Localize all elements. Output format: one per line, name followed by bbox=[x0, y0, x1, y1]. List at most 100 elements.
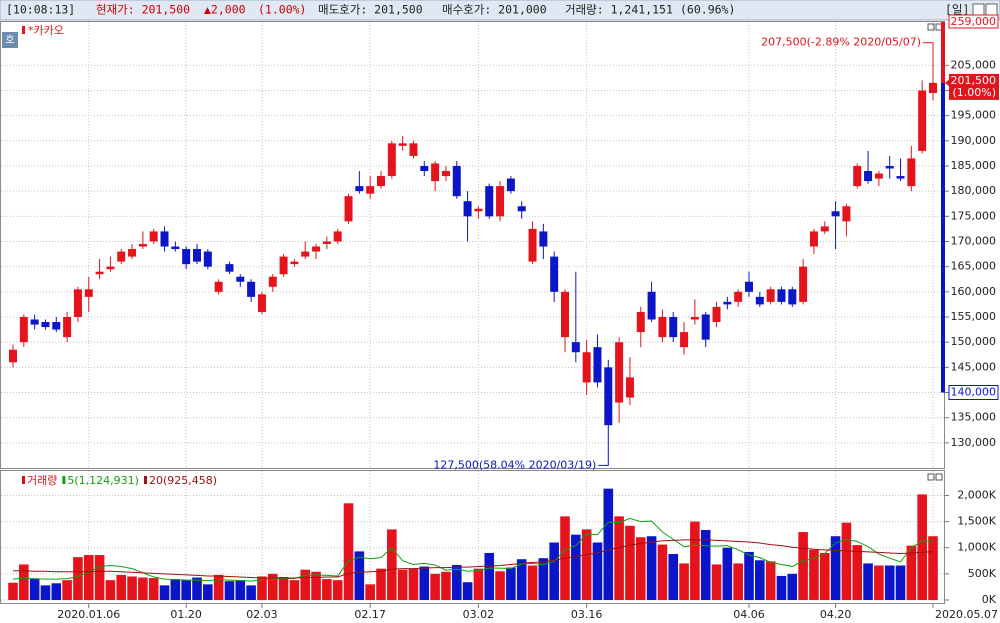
candle-body bbox=[517, 206, 526, 212]
candle-body bbox=[344, 196, 353, 222]
y-tick-label: 180,000 bbox=[951, 184, 997, 197]
candle-body bbox=[582, 352, 591, 383]
candle-body bbox=[929, 82, 937, 93]
candle-body bbox=[907, 158, 916, 187]
candle-body bbox=[63, 316, 72, 338]
side-tab[interactable] bbox=[2, 32, 18, 48]
volume-bar bbox=[755, 560, 765, 600]
candle-body bbox=[712, 306, 721, 323]
volume-bar bbox=[51, 583, 62, 600]
candle-body bbox=[474, 208, 483, 212]
candle-body bbox=[322, 241, 331, 244]
volume-bar bbox=[614, 516, 624, 600]
candle-body bbox=[506, 178, 515, 192]
candle-body bbox=[128, 249, 137, 257]
y-tick-label: 205,000 bbox=[951, 58, 997, 71]
candle-body bbox=[377, 176, 385, 187]
current-price-box bbox=[949, 73, 999, 100]
candle-body bbox=[680, 332, 689, 348]
volume-bar bbox=[19, 564, 29, 600]
y-tick-label: 145,000 bbox=[951, 360, 997, 373]
bid: 매수호가: 201,000 bbox=[442, 3, 547, 17]
volume-bar bbox=[884, 565, 895, 600]
volume-bar bbox=[690, 521, 700, 600]
volume-bar bbox=[841, 522, 852, 600]
volume-bar bbox=[322, 579, 332, 600]
ask: 매도호가: 201,500 bbox=[318, 3, 423, 17]
legend-swatch bbox=[22, 26, 25, 34]
candle-body bbox=[431, 163, 440, 182]
candle-body bbox=[268, 276, 277, 287]
y-tick-label: 155,000 bbox=[951, 310, 997, 323]
candle-body bbox=[366, 186, 375, 194]
y-tick-label: 0K bbox=[982, 593, 997, 606]
panel-button[interactable] bbox=[927, 473, 935, 481]
volume: 거래량: 1,241,151 bbox=[565, 3, 673, 17]
price-panel bbox=[0, 21, 945, 469]
volume-bar bbox=[906, 545, 917, 600]
volume-bar bbox=[397, 569, 408, 600]
current-price-marker bbox=[945, 77, 951, 88]
x-tick-label: 03.02 bbox=[463, 608, 495, 621]
range-low-bar bbox=[941, 82, 945, 393]
volume-bar bbox=[376, 568, 386, 600]
volume-bar bbox=[625, 525, 635, 600]
volume-bar bbox=[711, 564, 722, 600]
candle-body bbox=[225, 264, 234, 272]
candle-body bbox=[106, 266, 115, 270]
candle-body bbox=[625, 377, 634, 398]
volume-pct: (60.96%) bbox=[680, 3, 735, 17]
candle-body bbox=[409, 143, 418, 156]
volume-bar bbox=[289, 580, 300, 600]
y-tick-label: 2,000K bbox=[957, 488, 996, 501]
header: [10:08:13] 현재가: 201,500 ▲2,000 (1.00%) 매… bbox=[6, 3, 969, 17]
close-button[interactable] bbox=[985, 3, 998, 16]
candle-body bbox=[539, 231, 548, 247]
candle-body bbox=[766, 289, 775, 302]
side-tab-label: 호 bbox=[5, 34, 14, 46]
candle-body bbox=[734, 291, 743, 302]
volume-bar bbox=[159, 585, 170, 600]
volume-bar bbox=[83, 555, 94, 600]
volume-bar bbox=[116, 574, 127, 600]
annotation: 207,500(-2.89% 2020/05/07) bbox=[761, 36, 921, 49]
legend-label: 20(925,458) bbox=[149, 474, 217, 487]
volume-bar bbox=[148, 578, 159, 600]
legend-swatch bbox=[62, 476, 66, 484]
panel-button[interactable] bbox=[927, 23, 935, 31]
candle-body bbox=[745, 281, 753, 292]
candle-body bbox=[571, 342, 580, 353]
candle-body bbox=[312, 246, 321, 252]
candle-body bbox=[874, 173, 883, 179]
volume-bar bbox=[765, 561, 776, 600]
candle-body bbox=[896, 176, 905, 179]
volume-bar bbox=[430, 573, 440, 600]
candle-body bbox=[193, 249, 201, 262]
panel-button[interactable] bbox=[935, 473, 943, 481]
candle-body bbox=[842, 206, 851, 222]
candle-body bbox=[214, 281, 223, 292]
candle-body bbox=[301, 251, 310, 257]
y-tick-label: 190,000 bbox=[951, 134, 997, 147]
volume-bar bbox=[798, 532, 808, 600]
candle-body bbox=[398, 143, 407, 146]
volume-bar bbox=[668, 554, 679, 600]
legend-label: 5(1,124,931) bbox=[67, 474, 139, 487]
volume-bar bbox=[408, 568, 419, 600]
candle-body bbox=[257, 294, 266, 312]
candle-body bbox=[441, 171, 450, 177]
volume-bar bbox=[830, 536, 841, 600]
y-tick-label: 195,000 bbox=[951, 109, 997, 122]
period[interactable]: [일] bbox=[945, 3, 969, 17]
volume-bar bbox=[874, 565, 884, 600]
candle-body bbox=[117, 251, 126, 262]
candle-body bbox=[561, 291, 569, 338]
candle-body bbox=[52, 322, 61, 330]
volume-bar bbox=[895, 565, 906, 600]
x-tick-label: 02.03 bbox=[246, 608, 278, 621]
volume-bar bbox=[246, 585, 256, 600]
change-pct: (1.00%) bbox=[258, 3, 306, 17]
candle-body bbox=[182, 249, 191, 265]
restore-button[interactable] bbox=[972, 3, 985, 16]
